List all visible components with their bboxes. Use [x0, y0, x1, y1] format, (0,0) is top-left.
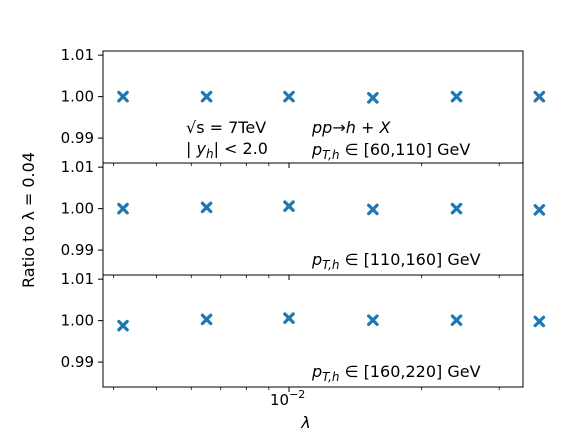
data-point	[200, 201, 213, 214]
data-point	[200, 313, 213, 326]
pt-range-annotation-3: pT,h ∈ [160,220] GeV	[311, 362, 481, 384]
subscript: T,h	[322, 148, 339, 162]
process-text: pp→h + X	[311, 118, 391, 137]
panel-frame-3	[102, 274, 524, 388]
data-point	[200, 90, 213, 103]
sqrt-s-annotation: √s = 7TeV	[186, 118, 266, 137]
subscript-rest: ∈ [110,160] GeV	[339, 250, 480, 269]
y-axis-label: Ratio to λ = 0.04	[19, 152, 38, 288]
pt-range-annotation-2: pT,h ∈ [110,160] GeV	[311, 250, 481, 272]
subscript-base: p	[311, 140, 322, 159]
panels-group: 1.01 1.00 0.99 1.01 1.00 0.99 1.01 1.00 0.99	[61, 46, 546, 392]
x-tick-label: 10−2	[270, 388, 305, 409]
data-point	[283, 312, 295, 324]
subscript: h	[206, 147, 214, 161]
y-tick-label: 1.01	[61, 158, 94, 176]
data-point	[450, 202, 463, 215]
data-point	[283, 90, 295, 103]
data-point	[533, 315, 546, 328]
subscript: T,h	[322, 370, 339, 384]
x-axis-label: λ	[300, 413, 310, 432]
y-tick-label: 1.00	[61, 200, 94, 218]
subscript-base: y	[195, 139, 206, 158]
subscript-rest: ∈ [160,220] GeV	[339, 362, 480, 381]
data-point	[367, 314, 379, 327]
data-point	[367, 203, 379, 216]
panel-1-annotations: √s = 7TeV | yh| < 2.0 pp→h + X pT,h ∈ [6…	[186, 118, 470, 162]
y-tick-label: 1.01	[61, 270, 94, 288]
y-tick-label: 1.00	[61, 312, 94, 330]
x-tick-exponent: −2	[289, 388, 305, 401]
rapidity-annotation: | yh| < 2.0	[186, 139, 268, 161]
subscript: T,h	[322, 258, 339, 272]
subscript-base: p	[311, 250, 322, 269]
y-tick-label: 0.99	[61, 241, 94, 259]
data-point	[117, 319, 129, 332]
data-point	[117, 202, 129, 215]
y-tick-label: 1.01	[61, 46, 94, 64]
subscript-base: p	[311, 362, 322, 381]
y-tick-label: 0.99	[61, 353, 94, 371]
data-point	[283, 200, 295, 212]
x-tick-base: 10	[270, 391, 289, 409]
data-point	[533, 90, 546, 103]
sqrt-s-text: √s = 7TeV	[186, 118, 266, 137]
y-tick-label: 1.00	[61, 88, 94, 106]
data-point	[450, 314, 463, 327]
data-point	[117, 90, 129, 103]
data-point	[533, 204, 546, 216]
data-point	[450, 90, 463, 103]
data-point	[367, 92, 379, 104]
subscript-rest: | < 2.0	[214, 139, 268, 158]
y-tick-label: 0.99	[61, 129, 94, 147]
rapidity-text: |	[186, 139, 191, 158]
pt-range-annotation-1: pT,h ∈ [60,110] GeV	[311, 140, 470, 162]
process-annotation: pp→h + X	[311, 118, 391, 137]
subscript-rest: ∈ [60,110] GeV	[339, 140, 470, 159]
